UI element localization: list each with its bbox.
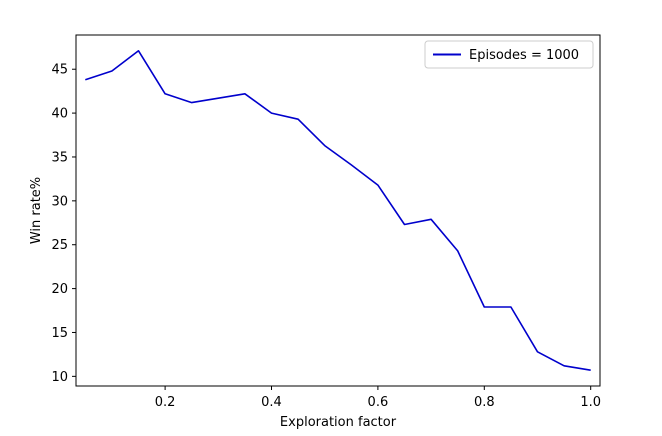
y-tick-label: 35 [51, 150, 68, 165]
legend-label: Episodes = 1000 [469, 48, 579, 63]
y-tick-label: 45 [51, 63, 68, 78]
x-tick-label: 0.6 [368, 395, 389, 410]
x-axis-ticks: 0.2 0.4 0.6 0.8 1.0 [155, 386, 601, 410]
y-tick-label: 25 [51, 238, 68, 253]
legend: Episodes = 1000 [424, 40, 594, 69]
x-tick-label: 1.0 [580, 395, 601, 410]
y-axis-label: Win rate% [29, 177, 44, 244]
plot-frame [75, 34, 601, 387]
y-tick-label: 20 [51, 282, 68, 297]
plot-area [75, 34, 601, 387]
x-tick-label: 0.8 [474, 395, 495, 410]
series-line [85, 49, 591, 371]
y-tick-label: 10 [51, 370, 68, 385]
y-tick-label: 40 [51, 107, 68, 122]
x-tick-label: 0.2 [155, 395, 176, 410]
y-axis-ticks: 10 15 20 25 30 35 40 45 [51, 63, 76, 385]
y-tick-label: 15 [51, 326, 68, 341]
series-layer [85, 49, 591, 371]
y-tick-label: 30 [51, 194, 68, 209]
x-tick-label: 0.4 [261, 395, 282, 410]
legend-box [424, 40, 594, 69]
x-axis-label: Exploration factor [280, 415, 397, 430]
